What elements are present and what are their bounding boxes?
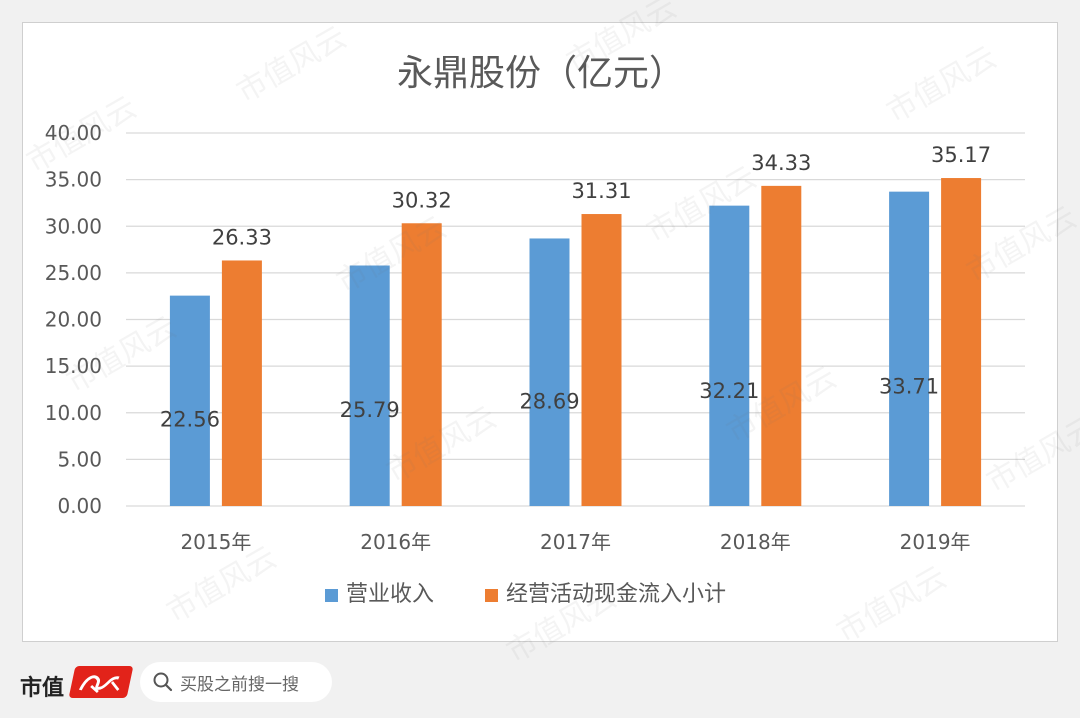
bar-revenue (349, 265, 390, 506)
data-label: 25.79 (340, 398, 400, 422)
x-tick-label: 2015年 (180, 530, 251, 554)
chart-card: 永鼎股份（亿元） 0.00 5.00 10.00 15.00 20.00 25.00 30.0… (22, 22, 1058, 642)
bar-revenue (169, 295, 210, 506)
legend-swatch (325, 589, 338, 602)
x-tick-label: 2019年 (900, 530, 971, 554)
data-label: 22.56 (160, 408, 220, 432)
y-tick-label: 25.00 (45, 261, 102, 285)
data-label: 35.17 (931, 143, 991, 167)
brand-name: 市值 (20, 676, 65, 701)
chart-title: 永鼎股份（亿元） (397, 53, 685, 94)
data-label: 31.31 (571, 179, 631, 203)
legend-label: 经营活动现金流入小计 (506, 582, 726, 607)
bar-revenue (709, 205, 750, 506)
data-label: 26.33 (212, 225, 272, 249)
footer-bar: 市值 买股之前搜一搜 (0, 650, 1080, 718)
data-label: 28.69 (519, 389, 579, 413)
data-label: 32.21 (699, 379, 759, 403)
bar-revenue (889, 191, 930, 507)
data-label: 34.33 (751, 151, 811, 175)
search-placeholder: 买股之前搜一搜 (180, 674, 299, 695)
data-label: 33.71 (879, 374, 939, 398)
y-tick-label: 20.00 (45, 308, 102, 332)
bar-cashflow-in (401, 223, 442, 507)
legend-label: 营业收入 (346, 582, 434, 607)
bar-revenue (529, 238, 570, 506)
x-tick-label: 2017年 (540, 530, 611, 554)
bar-chart: 永鼎股份（亿元） 0.00 5.00 10.00 15.00 20.00 25.00 30.0… (45, 53, 1025, 607)
y-tick-label: 10.00 (45, 401, 102, 425)
x-tick-label: 2018年 (720, 530, 791, 554)
brand-logo-badge (68, 666, 134, 698)
x-tick-label: 2016年 (360, 530, 431, 554)
search-icon (153, 672, 173, 692)
legend-swatch (485, 589, 498, 602)
y-tick-label: 40.00 (45, 121, 102, 145)
bar-cashflow-in (581, 214, 622, 507)
y-tick-label: 5.00 (57, 447, 102, 471)
search-box[interactable]: 买股之前搜一搜 (140, 662, 332, 702)
y-tick-label: 15.00 (45, 354, 102, 378)
y-tick-label: 0.00 (57, 494, 102, 518)
y-tick-label: 30.00 (45, 214, 102, 238)
bar-cashflow-in (221, 260, 262, 506)
bar-cashflow-in (941, 178, 982, 507)
y-tick-label: 35.00 (45, 168, 102, 192)
data-label: 30.32 (392, 188, 452, 212)
bar-cashflow-in (761, 185, 802, 507)
